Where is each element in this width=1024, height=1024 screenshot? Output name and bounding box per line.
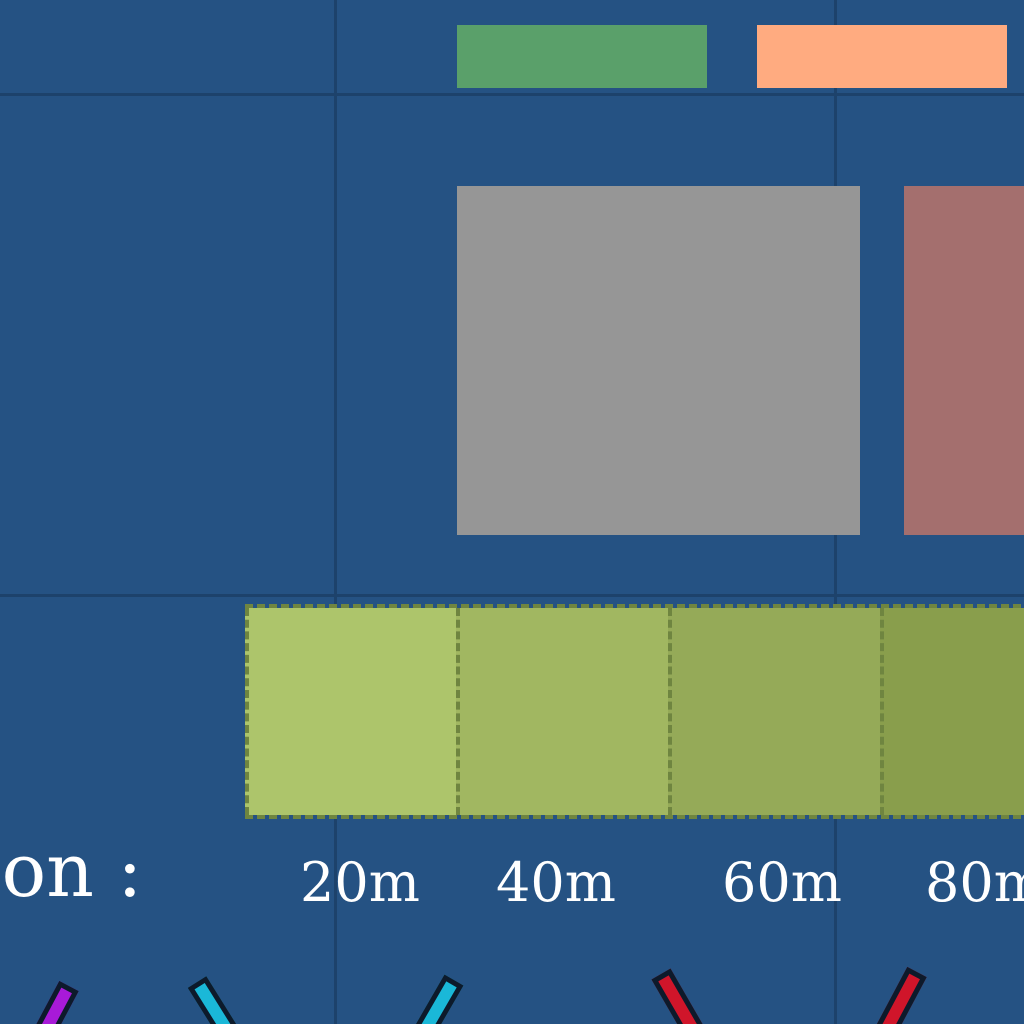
scale-segment	[245, 608, 456, 815]
scale-label-60m: 60m	[722, 851, 842, 914]
orange-swatch	[757, 25, 1007, 88]
scale-label-40m: 40m	[496, 851, 616, 914]
scale-segment	[456, 608, 668, 815]
gray-swatch	[457, 186, 860, 535]
grid-line-vertical	[334, 0, 337, 1024]
scale-label-20m: 20m	[300, 851, 420, 914]
scale-label-80m: 80m	[925, 851, 1024, 914]
scale-title: ion :	[0, 828, 143, 914]
rose-swatch	[904, 186, 1024, 535]
cyan-marker-1[interactable]	[187, 976, 244, 1024]
cyan-marker-2[interactable]	[409, 974, 464, 1024]
scale-segment	[880, 608, 1024, 815]
red-marker-2[interactable]	[874, 966, 927, 1024]
scale-bar	[245, 604, 1024, 819]
grid-line-horizontal	[0, 594, 1024, 597]
green-swatch	[457, 25, 707, 88]
purple-marker[interactable]	[26, 980, 79, 1024]
grid-line-horizontal	[0, 93, 1024, 96]
scale-segment	[668, 608, 880, 815]
red-marker-1[interactable]	[651, 968, 706, 1024]
